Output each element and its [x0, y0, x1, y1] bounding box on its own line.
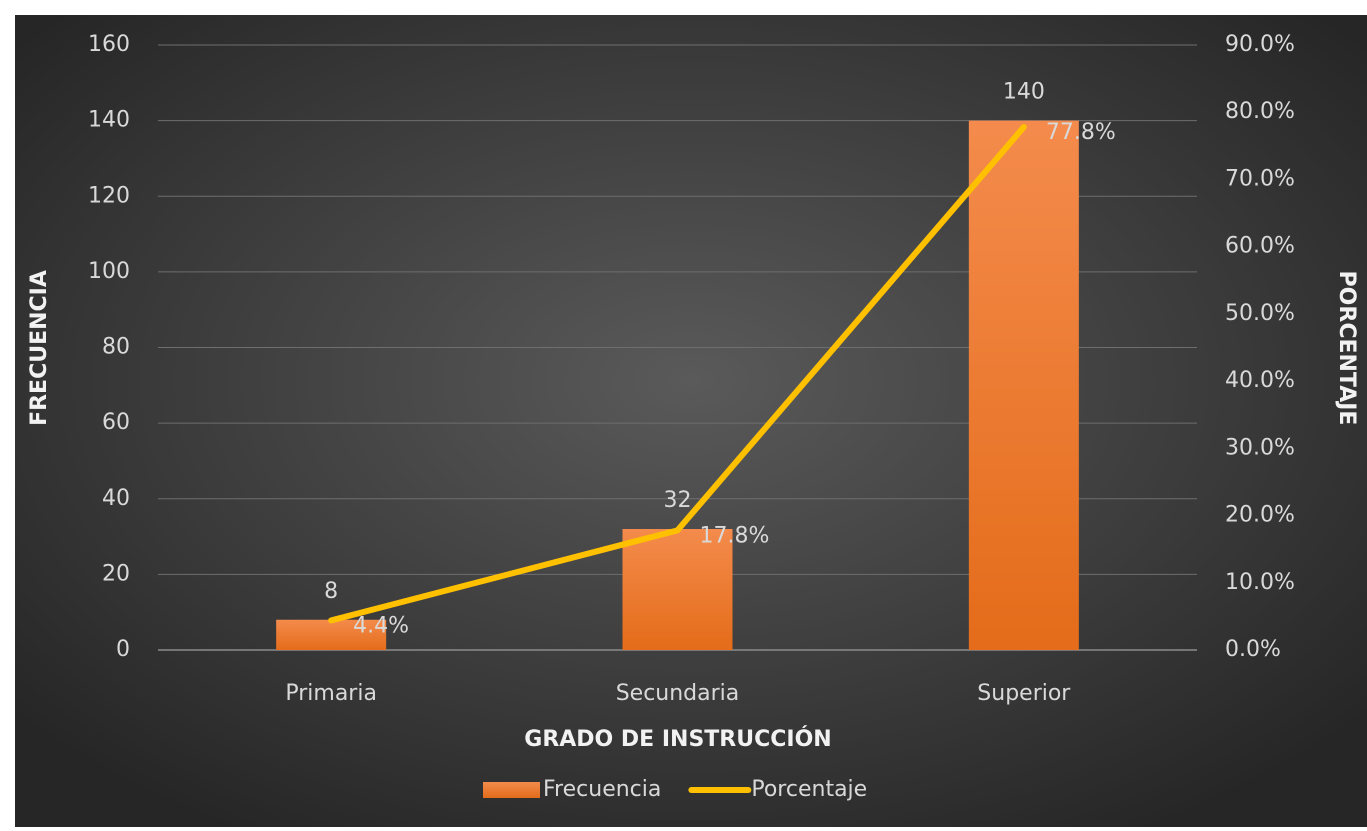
y-axis-title: FRECUENCIA: [27, 270, 52, 426]
background: [15, 15, 1367, 827]
y2-tick-label: 60.0%: [1225, 234, 1295, 259]
bar: [622, 529, 733, 650]
y-tick-label: 120: [88, 183, 130, 208]
x-axis-title: GRADO DE INSTRUCCIÓN: [524, 726, 831, 752]
legend-swatch: [483, 782, 540, 798]
x-tick-label: Secundaria: [616, 681, 740, 706]
y2-tick-label: 90.0%: [1225, 32, 1295, 57]
y2-tick-label: 20.0%: [1225, 503, 1295, 528]
bar-value-label: 140: [1003, 80, 1045, 105]
bar: [968, 120, 1079, 650]
y2-tick-label: 30.0%: [1225, 435, 1295, 460]
y-tick-label: 100: [88, 259, 130, 284]
y-tick-label: 60: [102, 410, 130, 435]
x-tick-label: Primaria: [285, 681, 377, 706]
bar: [276, 619, 387, 650]
y2-axis-title: PORCENTAJE: [1334, 271, 1359, 426]
y-tick-label: 20: [102, 561, 130, 586]
legend-label: Frecuencia: [543, 777, 661, 802]
y-tick-label: 40: [102, 486, 130, 511]
line-value-label: 77.8%: [1046, 120, 1116, 145]
bar-value-label: 32: [664, 488, 692, 513]
x-tick-label: Superior: [977, 681, 1071, 706]
y-tick-label: 0: [116, 637, 130, 662]
y-tick-label: 80: [102, 335, 130, 360]
y-tick-label: 160: [88, 32, 130, 57]
line: [328, 124, 1027, 624]
line-value-label: 17.8%: [700, 523, 770, 548]
y-tick-label: 140: [88, 108, 130, 133]
y2-tick-label: 50.0%: [1225, 301, 1295, 326]
y2-tick-label: 80.0%: [1225, 99, 1295, 124]
y2-tick-label: 10.0%: [1225, 570, 1295, 595]
y2-tick-label: 40.0%: [1225, 368, 1295, 393]
y2-tick-label: 0.0%: [1225, 637, 1281, 662]
line-value-label: 4.4%: [353, 613, 409, 638]
legend-label: Porcentaje: [751, 777, 867, 802]
bar-value-label: 8: [324, 579, 338, 604]
y2-tick-label: 70.0%: [1225, 166, 1295, 191]
